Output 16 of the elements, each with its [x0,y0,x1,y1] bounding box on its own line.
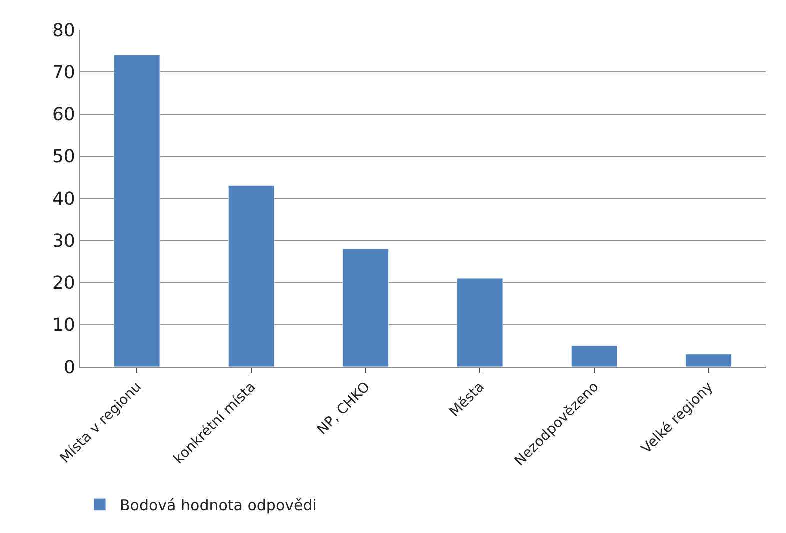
y-tick-label: 60 [52,104,76,126]
y-tick-label: 70 [52,62,76,84]
y-tick-label: 10 [52,315,76,336]
bar [228,186,275,367]
y-tick-label: 80 [52,20,76,42]
bar [342,248,389,367]
bar [571,346,618,367]
bar [457,278,504,367]
bar [114,55,160,367]
y-tick-label: 20 [52,273,76,294]
y-tick-label: 40 [52,188,76,210]
y-tick-label: 50 [52,146,76,168]
bar [686,354,732,367]
y-tick-label: 0 [64,357,76,378]
y-tick-label: 30 [52,230,76,252]
legend-label: Bodová hodnota odpovědi [120,496,317,514]
